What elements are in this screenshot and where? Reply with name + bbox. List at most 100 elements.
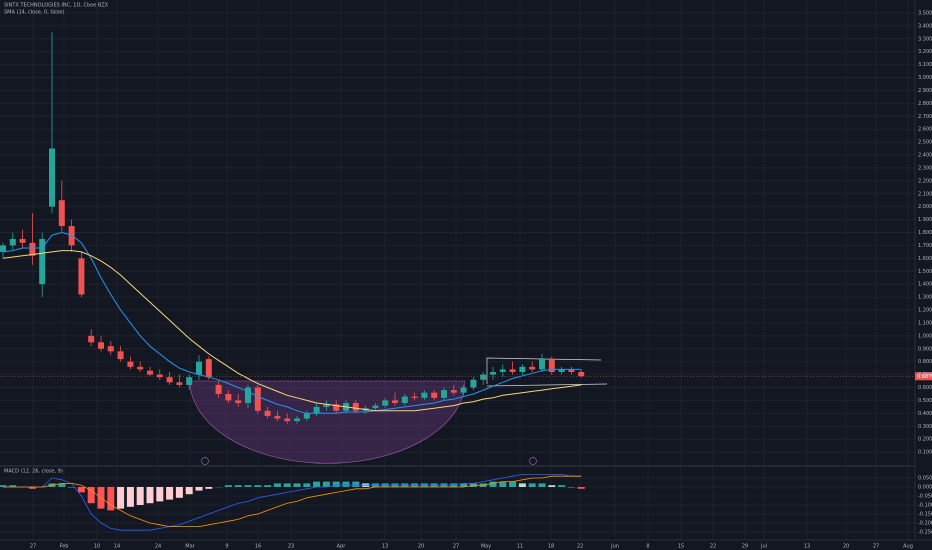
candle-body [39, 238, 46, 285]
candle-body [401, 396, 408, 403]
candle-body [519, 366, 526, 372]
macd-histogram-bar [77, 487, 85, 493]
x-tick-label: 27 [873, 544, 879, 550]
macd-title: MACD (12, 26, close, 9) [4, 469, 63, 475]
candle-body [107, 346, 114, 352]
macd-macd-line [3, 474, 582, 531]
candle-body [352, 403, 359, 411]
candle-body [215, 384, 222, 394]
x-tick-label: 13 [382, 544, 388, 550]
macd-histogram-bar [166, 487, 174, 500]
macd-histogram-bar [175, 487, 183, 498]
candle-body [372, 405, 379, 409]
candle-body [78, 258, 85, 295]
candle-body [9, 238, 16, 246]
x-tick-label: 24 [155, 544, 161, 550]
macd-histogram-bar [558, 485, 566, 487]
event-marker[interactable] [201, 457, 209, 465]
macd-histogram-bar [136, 487, 144, 505]
candle-body [205, 359, 212, 378]
x-tick-label: Aug [903, 544, 913, 550]
candle-body [470, 379, 477, 388]
candle-body [19, 238, 26, 243]
candle-body [186, 377, 193, 385]
x-tick-label: Mar [185, 544, 195, 550]
last-price-tag [915, 372, 932, 381]
macd-histogram-bar [548, 485, 556, 487]
macd-histogram-bar [156, 487, 164, 502]
candle-body [196, 361, 202, 375]
macd-histogram-bar [234, 485, 242, 487]
x-tick-label: 8 [646, 544, 649, 550]
y-tick-label: 2.9000 [918, 88, 932, 94]
x-tick-label: Feb [60, 544, 69, 550]
candle-body [411, 396, 418, 398]
candle-body [539, 359, 545, 370]
x-tick-label: Jul [760, 544, 767, 550]
macd-histogram-bar [518, 483, 526, 487]
x-tick-label: 27 [453, 544, 459, 550]
candle-body [499, 369, 506, 372]
macd-histogram-bar [58, 483, 66, 487]
event-marker[interactable] [529, 457, 537, 465]
candle-body [578, 372, 585, 377]
candle-body [480, 374, 487, 380]
x-tick-label: May [481, 544, 491, 550]
macd-histogram-bar [577, 487, 585, 489]
x-tick-label: Apr [337, 544, 347, 550]
candle-body [313, 406, 320, 414]
moving-average-line [2, 231, 582, 414]
x-tick-label: 22 [710, 544, 716, 550]
x-tick-label: Jun [610, 544, 619, 550]
candle-body [98, 342, 104, 349]
candle-body [245, 387, 251, 403]
macd-histogram-bar [273, 483, 281, 487]
candle-body [0, 245, 6, 252]
candle-body [137, 366, 144, 370]
x-tick-label: 14 [114, 544, 120, 550]
macd-histogram-bar [224, 485, 232, 487]
candle-body [509, 369, 516, 372]
macd-histogram-bar [185, 487, 193, 495]
macd-histogram-bar [313, 481, 321, 487]
y-tick-label: 3.0000 [918, 75, 932, 81]
macd-histogram-bar [0, 485, 7, 487]
channel-top [486, 357, 602, 384]
x-tick-label: 20 [843, 544, 849, 550]
y-tick-label: 2.0000 [918, 204, 932, 210]
candle-body [529, 366, 536, 370]
candle-body [323, 404, 330, 407]
candle-body [284, 418, 291, 422]
x-tick-label: 11 [517, 544, 523, 550]
candle-body [460, 387, 467, 393]
grid [0, 0, 915, 540]
macd-histogram-bar [87, 487, 95, 504]
candle-body [421, 392, 428, 398]
candle-body [450, 390, 457, 393]
candle-body [29, 242, 36, 256]
x-tick-label: 22 [577, 544, 583, 550]
candle-body [176, 382, 183, 385]
candle-body [254, 387, 261, 411]
macd-histogram-bar [352, 481, 360, 487]
